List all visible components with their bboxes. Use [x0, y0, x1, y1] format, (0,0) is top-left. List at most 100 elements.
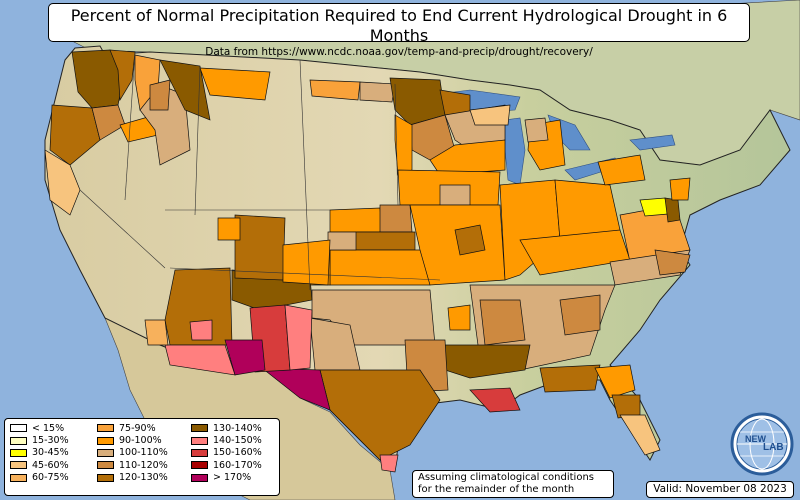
note-line-1: Assuming climatological conditions — [418, 472, 594, 483]
legend-item: 130-140% — [191, 422, 262, 434]
region-wa-east — [109, 49, 136, 102]
region-tx-south — [379, 454, 399, 473]
legend-swatch — [191, 436, 208, 445]
valid-date: Valid: November 08 2023 — [646, 481, 794, 498]
legend-item: 60-75% — [10, 472, 69, 484]
legend: < 15% 15-30% 30-45% 45-60% 60-75% 75-90%… — [4, 418, 280, 496]
legend-item: 100-110% — [97, 447, 168, 459]
title-box: Percent of Normal Precipitation Required… — [48, 3, 750, 58]
legend-item: 110-120% — [97, 459, 168, 471]
legend-swatch — [97, 448, 114, 457]
region-mo-c — [454, 224, 486, 256]
region-mt-west — [149, 79, 171, 111]
legend-swatch — [191, 473, 208, 482]
legend-item: 120-130% — [97, 472, 168, 484]
region-or-coast — [49, 104, 101, 166]
region-ut — [217, 217, 241, 241]
legend-swatch — [97, 436, 114, 445]
legend-column-3: 130-140% 140-150% 150-160% 160-170% > 17… — [191, 422, 262, 484]
region-fl-n — [594, 364, 636, 399]
region-se-belt2 — [479, 299, 526, 346]
map-title: Percent of Normal Precipitation Required… — [70, 6, 728, 45]
region-ne-2 — [354, 231, 416, 251]
region-fl-panhandle — [539, 364, 601, 393]
legend-item: 45-60% — [10, 459, 69, 471]
legend-item: 15-30% — [10, 434, 69, 446]
logo-text-right: LAB — [763, 442, 784, 453]
region-az-w — [144, 319, 169, 346]
region-nm-s — [224, 339, 266, 376]
region-nm-e — [284, 304, 313, 371]
region-tx-west — [260, 367, 331, 411]
legend-item: 140-150% — [191, 434, 262, 446]
legend-item: 30-45% — [10, 447, 69, 459]
region-mt-north — [199, 67, 271, 101]
legend-label: 140-150% — [213, 435, 262, 447]
legend-swatch — [10, 424, 27, 433]
legend-label: 130-140% — [213, 422, 262, 434]
drought-regions — [44, 49, 691, 473]
legend-label: 90-100% — [119, 435, 162, 447]
region-md — [639, 197, 669, 217]
legend-column-1: < 15% 15-30% 30-45% 45-60% 60-75% — [10, 422, 69, 484]
legend-swatch — [97, 473, 114, 482]
legend-swatch — [191, 448, 208, 457]
legend-label: > 170% — [213, 472, 252, 484]
legend-item: 150-160% — [191, 447, 262, 459]
region-nd — [309, 79, 361, 101]
region-ar-l — [447, 304, 471, 331]
region-nj — [669, 177, 691, 201]
region-ca-north — [44, 149, 81, 216]
logo-text-left: NEW — [745, 434, 767, 444]
region-mn-south — [394, 114, 413, 176]
legend-label: 120-130% — [119, 472, 168, 484]
region-co-s — [282, 239, 331, 286]
legend-column-2: 75-90% 90-100% 100-110% 110-120% 120-130… — [97, 422, 168, 484]
region-mo — [409, 204, 506, 286]
legend-item: > 170% — [191, 472, 262, 484]
note-line-2: for the remainder of the month — [418, 484, 575, 495]
legend-label: 30-45% — [32, 447, 69, 459]
legend-label: 100-110% — [119, 447, 168, 459]
region-ne — [379, 204, 413, 233]
legend-label: 15-30% — [32, 435, 69, 447]
region-mi-n2 — [469, 104, 511, 126]
region-mi-n — [524, 117, 549, 143]
legend-swatch — [10, 473, 27, 482]
legend-item: < 15% — [10, 422, 69, 434]
region-az-s — [164, 344, 236, 376]
region-nd2 — [359, 81, 396, 103]
legend-swatch — [10, 436, 27, 445]
legend-label: 110-120% — [119, 459, 168, 471]
legend-item: 90-100% — [97, 434, 168, 446]
new-lab-globe-icon: NEW LAB — [730, 412, 794, 476]
map-subtitle: Data from https://www.ncdc.noaa.gov/temp… — [205, 46, 593, 58]
region-co-east — [327, 231, 357, 251]
region-mt-nw — [159, 59, 211, 121]
region-de — [664, 197, 681, 223]
legend-label: 150-160% — [213, 447, 262, 459]
legend-item: 75-90% — [97, 422, 168, 434]
legend-label: 160-170% — [213, 459, 262, 471]
legend-swatch — [97, 424, 114, 433]
legend-label: 60-75% — [32, 472, 69, 484]
legend-swatch — [10, 448, 27, 457]
legend-swatch — [10, 461, 27, 470]
region-fl-s — [619, 414, 661, 456]
legend-item: 160-170% — [191, 459, 262, 471]
region-ne-west — [329, 207, 383, 233]
region-pa — [597, 154, 646, 186]
region-ia-central — [439, 184, 471, 206]
state-borders — [79, 51, 441, 291]
legend-label: 75-90% — [119, 422, 156, 434]
assumption-note: Assuming climatological conditions for t… — [412, 470, 614, 498]
region-ga-east — [559, 294, 601, 336]
region-nc2 — [654, 249, 691, 276]
region-la-red — [469, 387, 521, 413]
region-ks — [329, 249, 431, 286]
region-tx-main — [319, 369, 441, 461]
legend-label: < 15% — [32, 422, 65, 434]
legend-swatch — [191, 424, 208, 433]
legend-label: 45-60% — [32, 459, 69, 471]
region-co-w — [234, 214, 286, 281]
